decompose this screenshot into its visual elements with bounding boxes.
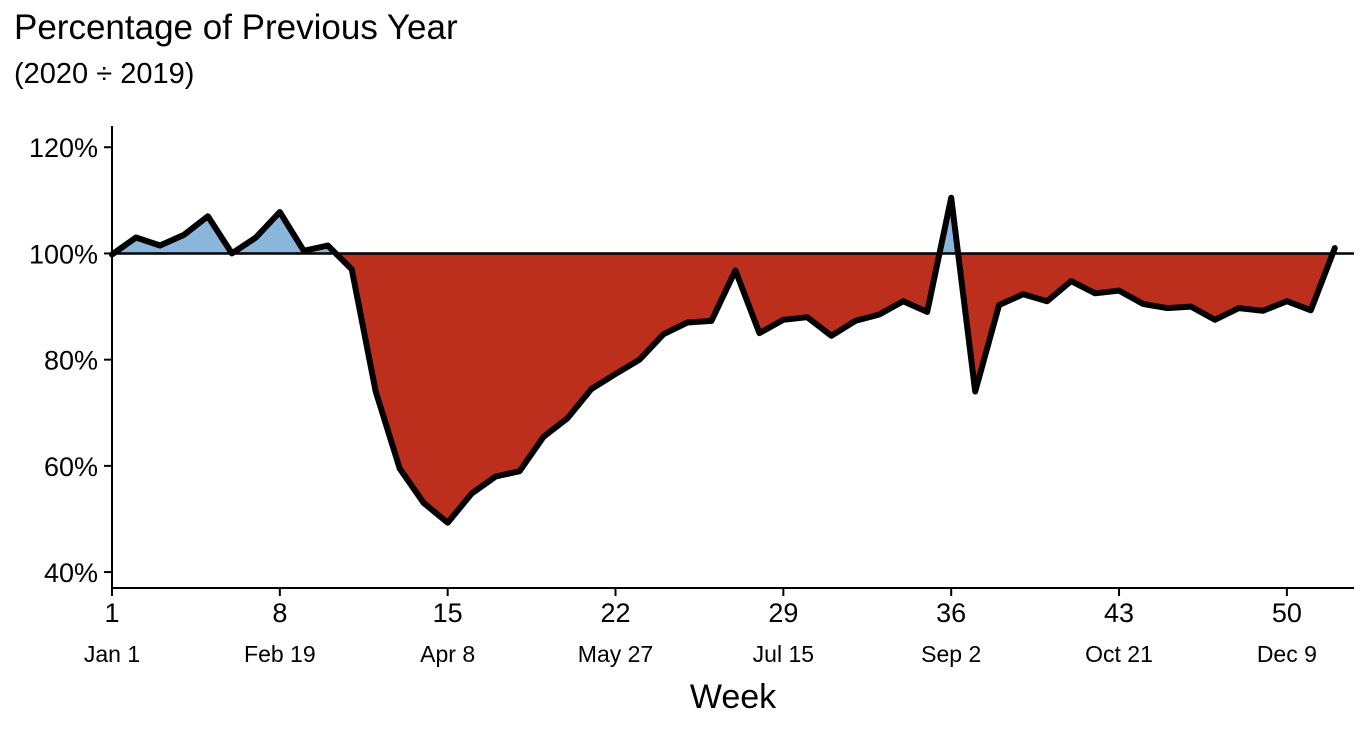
area-below-baseline xyxy=(958,253,1333,392)
y-axis-ticks: 40% 60% 80% 100% 120% xyxy=(29,133,112,588)
y-tick-label: 80% xyxy=(44,346,98,376)
x-tick-date-label: Dec 9 xyxy=(1257,641,1317,667)
x-tick-date-label: Sep 2 xyxy=(921,641,981,667)
x-tick-label: 1 xyxy=(104,598,119,628)
x-tick-label: 8 xyxy=(272,598,287,628)
area-below-baseline xyxy=(335,253,940,523)
x-axis-ticks: 1 Jan 1 8 Feb 19 15 Apr 8 22 May 27 29 Jul 15 36 Se… xyxy=(84,588,1317,667)
x-tick-label: 29 xyxy=(768,598,798,628)
chart-title: Percentage of Previous Year xyxy=(14,8,458,47)
x-tick-date-label: Jul 15 xyxy=(753,641,814,667)
area-fills xyxy=(112,197,1335,523)
y-tick-label: 60% xyxy=(44,452,98,482)
x-tick-date-label: Oct 21 xyxy=(1085,641,1153,667)
chart-subtitle: (2020 ÷ 2019) xyxy=(14,58,195,90)
x-tick-date-label: Jan 1 xyxy=(84,641,140,667)
x-tick-date-label: Apr 8 xyxy=(420,641,475,667)
x-tick-label: 43 xyxy=(1104,598,1134,628)
y-tick-label: 40% xyxy=(44,558,98,588)
x-tick-date-label: Feb 19 xyxy=(244,641,316,667)
x-tick-date-label: May 27 xyxy=(578,641,653,667)
x-axis-title: Week xyxy=(690,678,777,716)
x-tick-label: 50 xyxy=(1272,598,1302,628)
x-tick-label: 36 xyxy=(936,598,966,628)
series-line xyxy=(109,194,1338,526)
y-tick-label: 100% xyxy=(29,239,98,269)
x-tick-label: 22 xyxy=(600,598,630,628)
x-tick-label: 15 xyxy=(433,598,463,628)
y-tick-label: 120% xyxy=(29,133,98,163)
